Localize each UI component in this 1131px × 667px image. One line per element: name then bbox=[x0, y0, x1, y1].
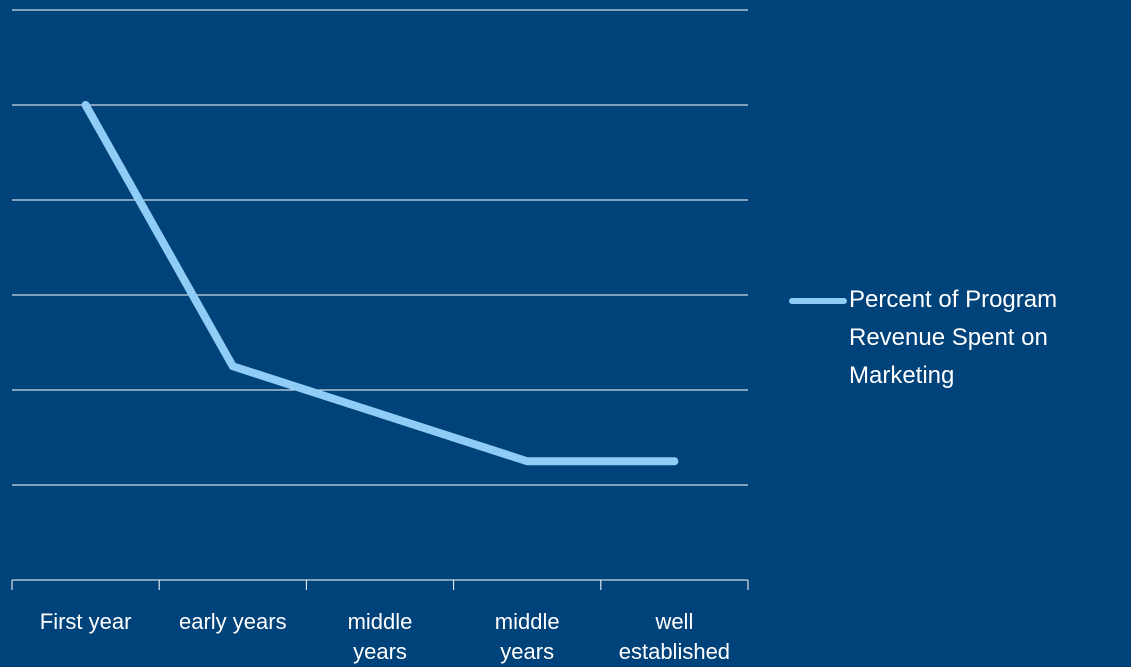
x-tick-label: middle years bbox=[494, 609, 560, 664]
x-tick-label: early years bbox=[179, 609, 287, 634]
x-tick-label: well established bbox=[618, 609, 731, 664]
x-tick-label: First year bbox=[39, 609, 132, 634]
series-line bbox=[81, 101, 679, 466]
legend-label: Percent of Program Revenue Spent on Mark… bbox=[849, 286, 1058, 389]
x-tick-label: middle years bbox=[347, 609, 413, 664]
